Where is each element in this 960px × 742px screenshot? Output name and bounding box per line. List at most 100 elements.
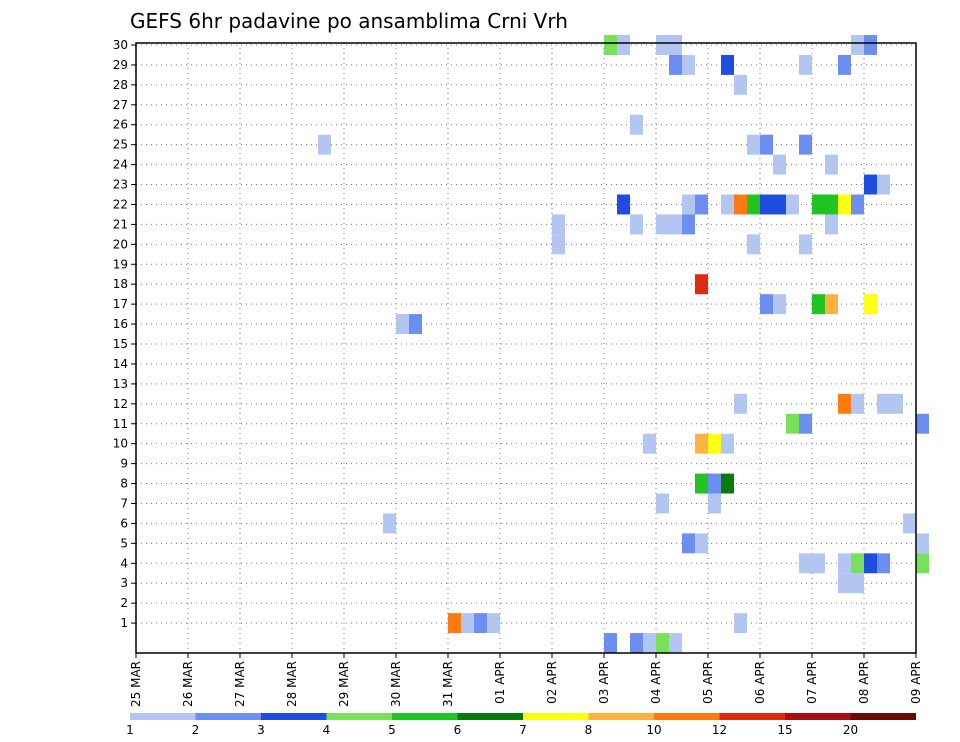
precip-cell <box>773 294 786 315</box>
x-tick-label: 26 MAR <box>181 661 195 707</box>
colorbar-swatch <box>326 713 392 720</box>
precip-cell <box>656 35 669 55</box>
y-tick-label: 3 <box>120 576 128 590</box>
y-tick-label: 11 <box>113 417 128 431</box>
y-tick-label: 7 <box>120 496 128 510</box>
precip-cell <box>682 194 695 215</box>
precip-cell <box>760 134 773 155</box>
precip-cells <box>318 35 929 653</box>
x-tick-label: 03 APR <box>597 661 611 704</box>
precip-cell <box>643 433 656 454</box>
y-tick-label: 1 <box>120 616 128 630</box>
precip-cell <box>916 413 929 434</box>
y-tick-label: 19 <box>113 257 128 271</box>
colorbar-swatch <box>457 713 523 720</box>
y-tick-label: 6 <box>120 516 128 530</box>
y-tick-label: 22 <box>113 197 128 211</box>
y-tick-label: 16 <box>113 317 128 331</box>
precip-cell <box>877 553 890 574</box>
precip-cell <box>656 214 669 235</box>
precip-cell <box>656 633 669 653</box>
colorbar-swatch <box>588 713 654 720</box>
colorbar-swatch <box>261 713 327 720</box>
colorbar-swatch <box>130 713 196 720</box>
x-tick-label: 29 MAR <box>337 661 351 707</box>
precip-cell <box>669 633 682 653</box>
precip-cell <box>708 493 721 514</box>
y-tick-label: 14 <box>113 357 128 371</box>
colorbar-swatch <box>850 713 916 720</box>
precip-cell <box>695 274 708 295</box>
y-tick-label: 26 <box>113 118 128 132</box>
precip-cell <box>760 294 773 315</box>
x-tick-label: 27 MAR <box>233 661 247 707</box>
colorbar-label: 6 <box>454 723 462 737</box>
precip-cell <box>838 553 851 574</box>
precip-cell <box>890 393 903 414</box>
precip-cell <box>695 194 708 215</box>
precip-cell <box>916 553 929 574</box>
precip-cell <box>747 134 760 155</box>
precip-cell <box>877 174 890 195</box>
precip-cell <box>617 194 630 215</box>
colorbar: 1 2 3 4 5 6 7 8 10 12 15 20 <box>126 713 916 737</box>
precip-cell <box>812 194 825 215</box>
x-tick-label: 09 APR <box>909 661 923 704</box>
x-tick-label: 28 MAR <box>285 661 299 707</box>
precip-cell <box>656 493 669 514</box>
precip-cell <box>721 473 734 494</box>
precip-cell <box>799 234 812 255</box>
y-tick-label: 30 <box>113 38 128 52</box>
x-tick-label: 31 MAR <box>441 661 455 707</box>
precip-cell <box>851 194 864 215</box>
colorbar-label: 5 <box>388 723 396 737</box>
precip-cell <box>864 174 877 195</box>
precip-cell <box>721 433 734 454</box>
precip-cell <box>747 194 760 215</box>
plot-frame <box>135 42 917 654</box>
colorbar-label: 8 <box>585 723 593 737</box>
precip-cell <box>695 473 708 494</box>
colorbar-label: 1 <box>126 723 134 737</box>
precip-cell <box>474 613 487 634</box>
y-tick-label: 17 <box>113 297 128 311</box>
precip-cell <box>786 413 799 434</box>
precip-cell <box>552 234 565 255</box>
precip-cell <box>838 194 851 215</box>
x-tick-label: 08 APR <box>857 661 871 704</box>
precip-cell <box>799 134 812 155</box>
precip-cell <box>682 54 695 75</box>
x-tick-label: 05 APR <box>701 661 715 704</box>
x-tick-label: 25 MAR <box>129 661 143 707</box>
precip-cell <box>734 74 747 95</box>
precip-cell <box>630 214 643 235</box>
precip-cell <box>825 214 838 235</box>
colorbar-label: 7 <box>519 723 527 737</box>
colorbar-label: 2 <box>192 723 200 737</box>
precip-cell <box>851 393 864 414</box>
precip-cell <box>773 194 786 215</box>
y-tick-label: 9 <box>120 457 128 471</box>
y-tick-label: 2 <box>120 596 128 610</box>
colorbar-swatch <box>719 713 785 720</box>
precip-cell <box>799 54 812 75</box>
y-tick-label: 28 <box>113 78 128 92</box>
y-tick-label: 25 <box>113 138 128 152</box>
precip-cell <box>838 573 851 594</box>
precip-cell <box>708 433 721 454</box>
colorbar-label: 3 <box>257 723 265 737</box>
precip-cell <box>799 553 812 574</box>
precip-cell <box>409 314 422 335</box>
colorbar-swatch <box>195 713 261 720</box>
y-tick-label: 12 <box>113 397 128 411</box>
y-tick-label: 20 <box>113 237 128 251</box>
precip-cell <box>604 633 617 653</box>
precip-cell <box>318 134 331 155</box>
x-tick-label: 07 APR <box>805 661 819 704</box>
precip-cell <box>825 194 838 215</box>
plot-grid <box>136 43 916 653</box>
y-tick-label: 18 <box>113 277 128 291</box>
precip-cell <box>669 54 682 75</box>
precip-cell <box>760 194 773 215</box>
y-tick-label: 13 <box>113 377 128 391</box>
